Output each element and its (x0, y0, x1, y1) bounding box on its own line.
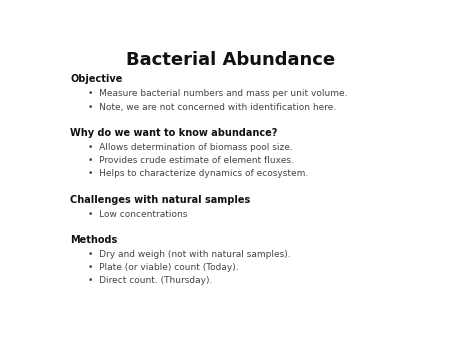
Text: •  Allows determination of biomass pool size.: • Allows determination of biomass pool s… (88, 143, 292, 152)
Text: Bacterial Abundance: Bacterial Abundance (126, 51, 335, 69)
Text: Challenges with natural samples: Challenges with natural samples (70, 195, 251, 204)
Text: •  Note, we are not concerned with identification here.: • Note, we are not concerned with identi… (88, 102, 336, 112)
Text: Methods: Methods (70, 235, 117, 245)
Text: •  Dry and weigh (not with natural samples).: • Dry and weigh (not with natural sample… (88, 250, 290, 259)
Text: •  Plate (or viable) count (Today).: • Plate (or viable) count (Today). (88, 263, 238, 272)
Text: •  Direct count. (Thursday).: • Direct count. (Thursday). (88, 276, 212, 285)
Text: •  Provides crude estimate of element fluxes.: • Provides crude estimate of element flu… (88, 156, 293, 165)
Text: •  Helps to characterize dynamics of ecosystem.: • Helps to characterize dynamics of ecos… (88, 169, 308, 178)
Text: Objective: Objective (70, 74, 122, 84)
Text: •  Low concentrations: • Low concentrations (88, 210, 187, 219)
Text: Why do we want to know abundance?: Why do we want to know abundance? (70, 128, 278, 138)
Text: •  Measure bacterial numbers and mass per unit volume.: • Measure bacterial numbers and mass per… (88, 90, 347, 98)
